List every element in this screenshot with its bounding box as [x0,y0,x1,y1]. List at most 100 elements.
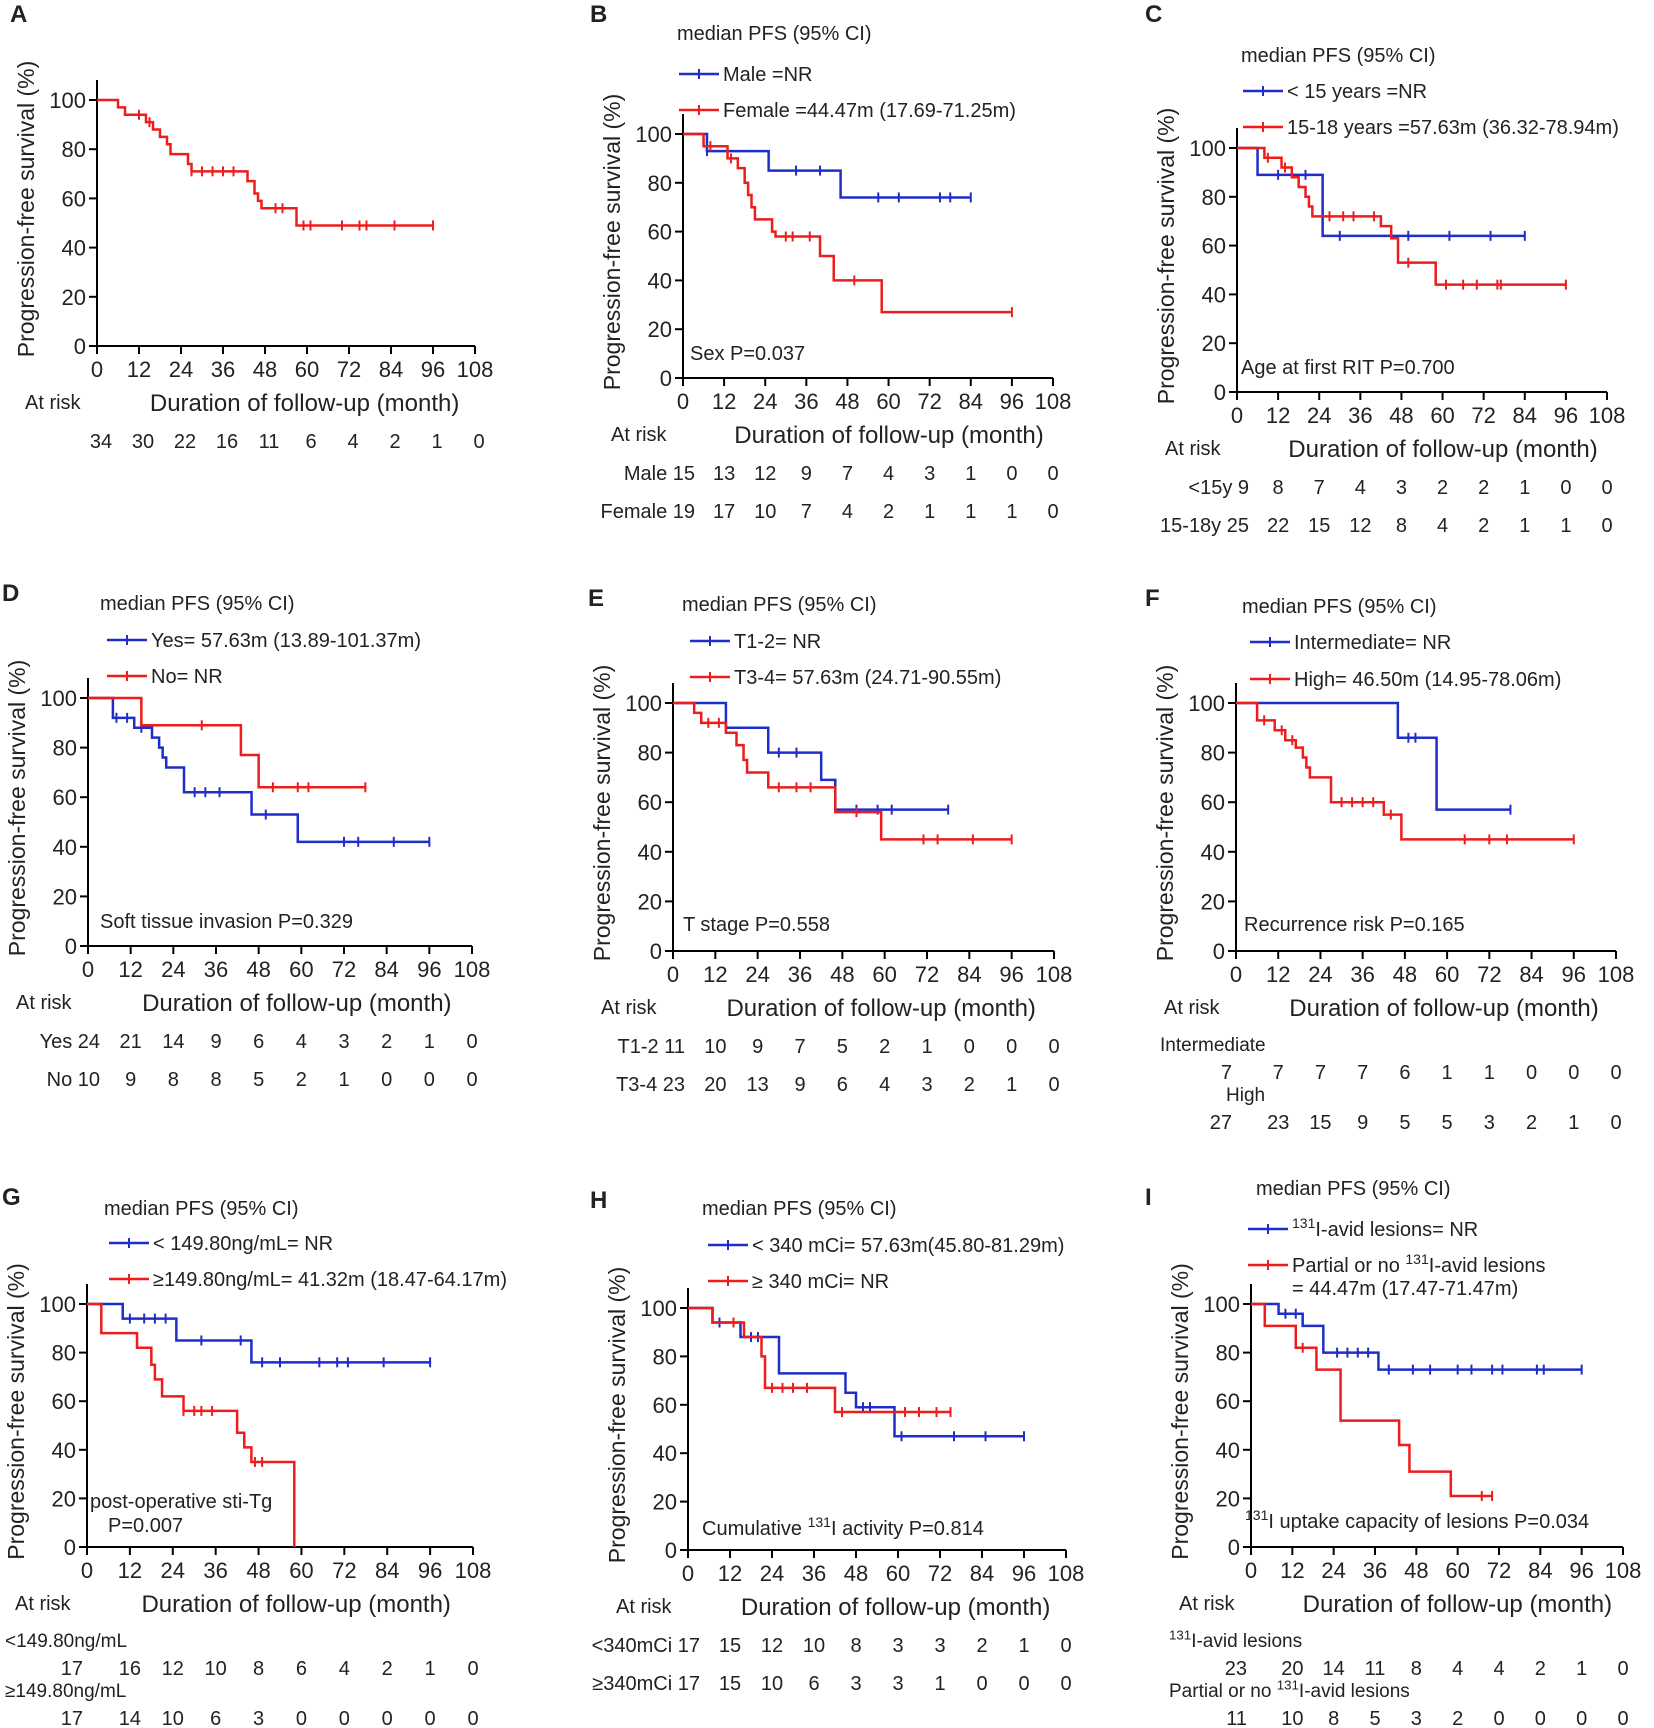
y-tick-label: 60 [52,1389,76,1414]
at-risk-value: 1 [1568,1112,1579,1134]
km-curve-High [1236,701,1574,841]
at-risk-value: 1 [1442,1062,1453,1084]
at-risk-value: 4 [1452,1658,1463,1680]
at-risk-value: 7 [1221,1062,1232,1084]
x-tick-label: 108 [1598,962,1635,987]
at-risk-value: 6 [210,1708,221,1728]
x-tick-label: 12 [718,1561,742,1586]
x-tick-label: 0 [1245,1558,1257,1583]
at-risk-value: 6 [837,1074,848,1096]
at-risk-value: 14 [119,1708,141,1728]
at-risk-value: 6 [296,1658,307,1680]
at-risk-value: 7 [1315,1062,1326,1084]
at-risk-row-label: Partial or no 131I-avid lesions [1169,1677,1410,1702]
x-axis-title: Duration of follow-up (month) [741,1594,1050,1621]
at-risk-row-label: Yes 24 [40,1031,100,1053]
y-axis-title: Progression-free survival (%) [13,61,39,358]
at-risk-value: 2 [1478,477,1489,499]
x-tick-label: 72 [917,389,941,414]
at-risk-value: 11 [1365,1658,1386,1680]
at-risk-value: 3 [1484,1112,1495,1134]
at-risk-value: 14 [1323,1658,1345,1680]
x-tick-label: 84 [379,357,403,382]
at-risk-value: 10 [761,1673,783,1695]
at-risk-value: 5 [1399,1112,1410,1134]
x-tick-label: 84 [374,957,398,982]
at-risk-row-label: T1-2 11 [618,1036,685,1058]
x-axis-title: Duration of follow-up (month) [141,1591,450,1618]
y-tick-label: 60 [1216,1389,1240,1414]
at-risk-value: 4 [842,501,853,523]
x-tick-label: 72 [915,962,939,987]
at-risk-value: 4 [339,1658,350,1680]
at-risk-value: 9 [794,1074,805,1096]
at-risk-value: 21 [120,1031,142,1053]
at-risk-value: 3 [892,1673,903,1695]
panel-label-E: E [588,585,604,612]
y-axis-title: Progression-free survival (%) [589,665,615,962]
km-curve-Yes [88,696,430,844]
legend-title: median PFS (95% CI) [104,1198,299,1220]
at-risk-row-label: <15y 9 [1188,477,1249,499]
at-risk-value: 0 [1617,1658,1628,1680]
at-risk-row-label: ≥340mCi 17 [592,1673,700,1695]
at-risk-value: 12 [754,463,776,485]
km-curve-Male [683,132,971,199]
km-curve-≥340 mCi [688,1306,951,1414]
legend-title: median PFS (95% CI) [100,593,295,615]
at-risk-value: 17 [713,501,735,523]
at-risk-label: At risk [15,1593,72,1615]
y-tick-label: 60 [1201,790,1225,815]
at-risk-value: 8 [168,1069,179,1091]
legend-title: median PFS (95% CI) [702,1198,897,1220]
at-risk-value: 5 [253,1069,264,1091]
x-tick-label: 96 [421,357,445,382]
x-axis-title: Duration of follow-up (month) [1289,995,1598,1022]
y-axis-title: Progression-free survival (%) [3,1263,29,1560]
y-tick-label: 80 [52,1341,76,1366]
y-tick-label: 100 [1189,136,1226,161]
at-risk-value: 4 [1493,1658,1504,1680]
y-tick-label: 20 [1202,331,1226,356]
at-risk-value: 1 [424,1031,435,1053]
at-risk-value: 3 [921,1074,932,1096]
at-risk-value: 1 [924,501,935,523]
y-tick-label: 80 [62,137,86,162]
at-risk-value: 2 [1437,477,1448,499]
at-risk-value: 8 [253,1658,264,1680]
at-risk-value: 0 [296,1708,307,1728]
at-risk-value: 6 [253,1031,264,1053]
km-curve-Partial or no 131I-avid lesions [1251,1302,1493,1498]
y-tick-label: 20 [653,1490,677,1515]
at-risk-value: 1 [1560,515,1571,537]
x-tick-label: 36 [788,962,812,987]
at-risk-label: At risk [601,997,658,1019]
y-tick-label: 40 [648,268,672,293]
y-axis-title: Progression-free survival (%) [1167,1263,1193,1560]
x-tick-label: 72 [928,1561,952,1586]
km-curve-Female [683,132,1012,314]
x-tick-label: 48 [253,357,277,382]
at-risk-value: 0 [1601,477,1612,499]
at-risk-value: 0 [1526,1062,1537,1084]
at-risk-value: 4 [879,1074,890,1096]
at-risk-value: 0 [976,1673,987,1695]
legend-title: median PFS (95% CI) [677,23,872,45]
annotation: post-operative sti-Tg [90,1491,272,1513]
at-risk-value: 0 [467,1708,478,1728]
legend-label: Intermediate= NR [1294,632,1451,654]
at-risk-value: 7 [842,463,853,485]
at-risk-value: 1 [1576,1658,1587,1680]
y-tick-label: 100 [49,88,86,113]
x-tick-label: 12 [127,357,151,382]
at-risk-value: 2 [976,1635,987,1657]
y-tick-label: 80 [638,741,662,766]
x-tick-label: 48 [246,1558,270,1583]
at-risk-value: 2 [964,1074,975,1096]
km-curve-15-18 years [1237,146,1566,286]
x-axis-title: Duration of follow-up (month) [142,990,451,1017]
at-risk-label: At risk [611,424,668,446]
legend-label: < 340 mCi= 57.63m(45.80-81.29m) [752,1235,1064,1257]
y-tick-label: 0 [1213,939,1225,964]
